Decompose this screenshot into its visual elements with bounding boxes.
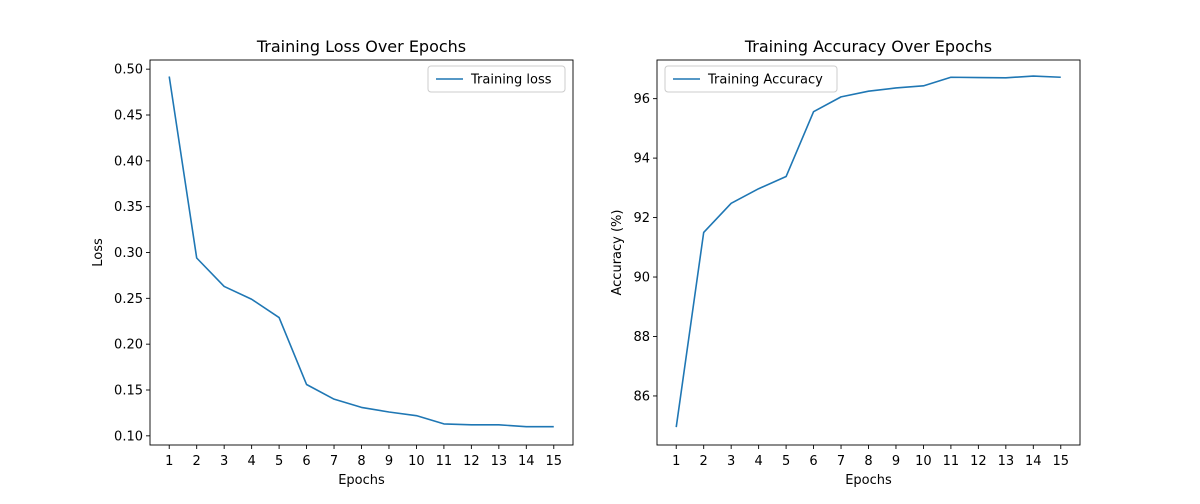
loss-y-tick-label: 0.40 <box>114 154 143 169</box>
loss-x-tick-label: 4 <box>247 454 255 469</box>
loss-x-tick-label: 14 <box>518 454 535 469</box>
loss-x-tick-label: 2 <box>193 454 201 469</box>
loss-y-tick-label: 0.30 <box>114 246 143 261</box>
accuracy-legend-label: Training Accuracy <box>707 73 823 88</box>
accuracy-y-axis-label: Accuracy (%) <box>610 210 625 296</box>
accuracy-x-tick-label: 2 <box>700 454 708 469</box>
loss-x-tick-label: 12 <box>463 454 480 469</box>
loss-x-tick-label: 11 <box>436 454 453 469</box>
accuracy-x-tick-label: 12 <box>970 454 987 469</box>
loss-x-tick-label: 6 <box>302 454 310 469</box>
accuracy-x-tick-label: 6 <box>809 454 817 469</box>
accuracy-x-tick-label: 5 <box>782 454 790 469</box>
accuracy-x-tick-label: 13 <box>998 454 1015 469</box>
accuracy-legend: Training Accuracy <box>665 66 837 92</box>
loss-x-tick-label: 9 <box>385 454 393 469</box>
loss-y-tick-label: 0.45 <box>114 109 143 124</box>
accuracy-x-tick-label: 11 <box>943 454 960 469</box>
loss-x-tick-label: 8 <box>357 454 365 469</box>
accuracy-y-tick-label: 96 <box>633 92 650 107</box>
loss-y-axis-label: Loss <box>91 238 106 267</box>
accuracy-x-tick-label: 9 <box>892 454 900 469</box>
accuracy-x-tick-label: 8 <box>864 454 872 469</box>
accuracy-y-tick-label: 86 <box>633 389 650 404</box>
accuracy-x-tick-label: 15 <box>1052 454 1069 469</box>
loss-x-tick-label: 3 <box>220 454 228 469</box>
loss-chart-title: Training Loss Over Epochs <box>256 37 466 56</box>
loss-x-tick-label: 13 <box>491 454 508 469</box>
accuracy-x-tick-label: 7 <box>837 454 845 469</box>
accuracy-y-tick-label: 90 <box>633 271 650 286</box>
accuracy-y-tick-label: 92 <box>633 211 650 226</box>
accuracy-x-tick-label: 1 <box>672 454 680 469</box>
loss-y-tick-label: 0.25 <box>114 292 143 307</box>
loss-legend: Training loss <box>428 66 565 92</box>
accuracy-x-tick-label: 10 <box>915 454 932 469</box>
loss-x-tick-label: 7 <box>330 454 338 469</box>
loss-x-tick-label: 1 <box>165 454 173 469</box>
accuracy-x-tick-label: 3 <box>727 454 735 469</box>
accuracy-x-tick-label: 14 <box>1025 454 1042 469</box>
loss-x-tick-label: 5 <box>275 454 283 469</box>
accuracy-chart-title: Training Accuracy Over Epochs <box>744 37 992 56</box>
accuracy-x-axis-label: Epochs <box>845 473 892 488</box>
loss-y-tick-label: 0.20 <box>114 338 143 353</box>
accuracy-x-tick-label: 4 <box>754 454 762 469</box>
loss-x-tick-label: 15 <box>545 454 562 469</box>
loss-y-tick-label: 0.35 <box>114 200 143 215</box>
loss-x-axis-label: Epochs <box>338 473 385 488</box>
loss-legend-label: Training loss <box>470 73 552 88</box>
loss-x-tick-label: 10 <box>408 454 425 469</box>
accuracy-y-tick-label: 88 <box>633 330 650 345</box>
loss-y-tick-label: 0.10 <box>114 429 143 444</box>
loss-y-tick-label: 0.15 <box>114 384 143 399</box>
loss-y-tick-label: 0.50 <box>114 63 143 78</box>
accuracy-y-tick-label: 94 <box>633 152 650 167</box>
